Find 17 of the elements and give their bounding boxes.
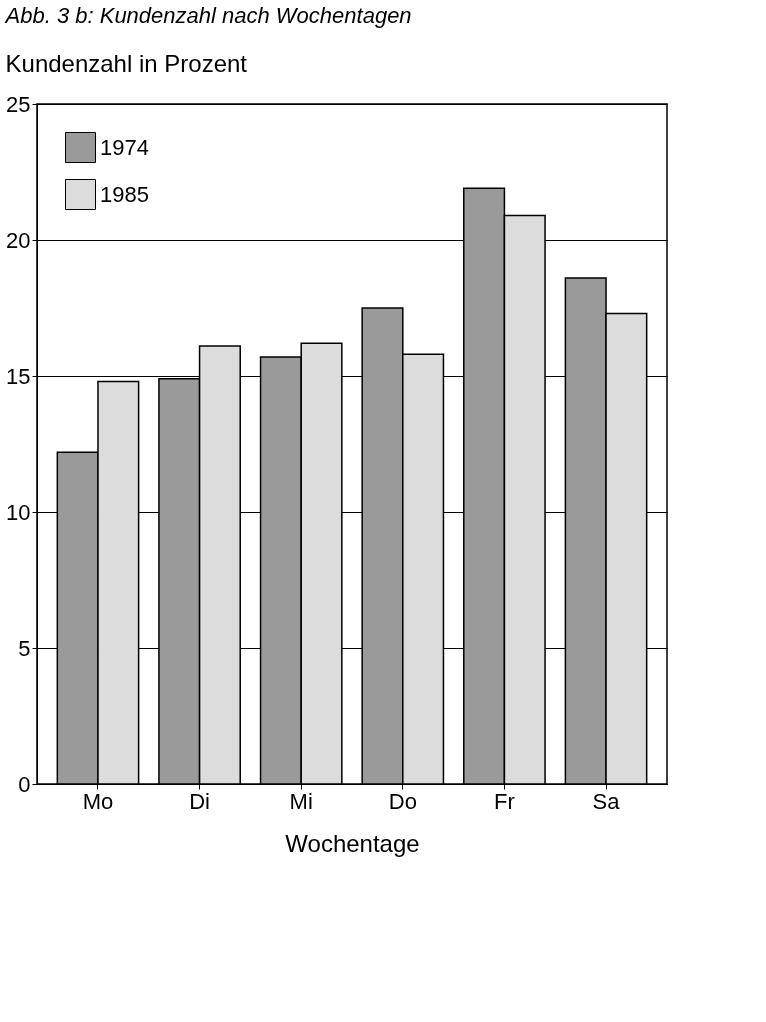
x-tick-label: Mo bbox=[82, 788, 114, 814]
x-tick-label: Fr bbox=[494, 788, 515, 814]
y-tick-label: 5 bbox=[18, 635, 31, 661]
y-tick-label: 10 bbox=[6, 499, 31, 525]
x-tick-label: Mi bbox=[289, 788, 313, 814]
y-tick-label: 15 bbox=[6, 363, 31, 389]
y-tick-label: 0 bbox=[18, 771, 31, 797]
legend-label: 1985 bbox=[100, 181, 149, 207]
y-tick-label: 25 bbox=[6, 91, 31, 117]
x-axis-title: Wochentage bbox=[285, 829, 420, 857]
y-tick-label: 20 bbox=[6, 227, 31, 253]
legend-label: 1974 bbox=[100, 134, 149, 160]
chart-title: Abb. 3 b: Kundenzahl nach Wochentagen bbox=[3, 3, 412, 28]
x-tick-label: Di bbox=[189, 788, 210, 814]
x-tick-label: Do bbox=[388, 788, 417, 814]
x-tick-label: Sa bbox=[592, 788, 621, 814]
y-axis-title: Kundenzahl in Prozent bbox=[5, 50, 248, 77]
